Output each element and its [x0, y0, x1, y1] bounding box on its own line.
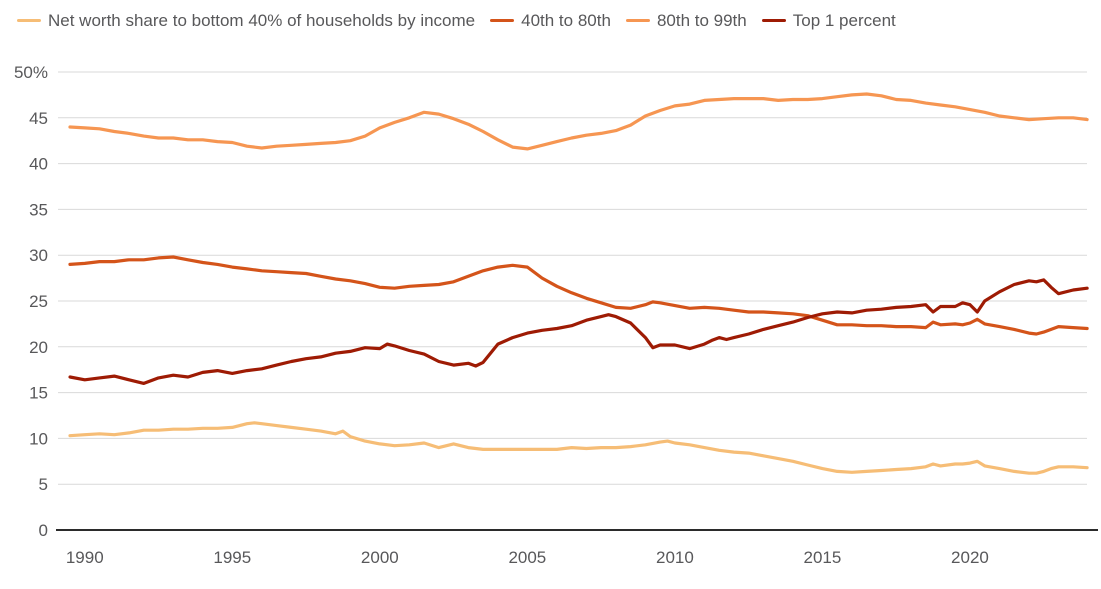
x-tick-label-2000: 2000: [361, 548, 399, 567]
legend-label: Top 1 percent: [792, 11, 896, 30]
x-tick-label-2010: 2010: [656, 548, 694, 567]
x-tick-label-1990: 1990: [66, 548, 104, 567]
series-line-2: [68, 92, 1089, 151]
y-tick-label-20: 20: [29, 338, 48, 357]
y-tick-label-50: 50%: [14, 63, 48, 82]
legend-label: 40th to 80th: [521, 11, 611, 30]
legend-swatch-icon: [490, 18, 515, 23]
legend-label: Net worth share to bottom 40% of househo…: [48, 11, 476, 30]
y-tick-label-15: 15: [29, 384, 48, 403]
series-line-3: [68, 278, 1089, 385]
y-tick-label-30: 30: [29, 246, 48, 265]
chart-legend: Net worth share to bottom 40% of househo…: [17, 10, 896, 31]
legend-swatch-icon: [17, 18, 41, 23]
y-tick-label-35: 35: [29, 200, 48, 219]
y-tick-label-10: 10: [29, 429, 48, 448]
x-tick-label-1995: 1995: [213, 548, 251, 567]
legend-item-1: 40th to 80th: [490, 10, 611, 31]
legend-swatch-icon: [625, 18, 650, 23]
legend-item-0: Net worth share to bottom 40% of househo…: [17, 10, 475, 31]
x-tick-label-2015: 2015: [804, 548, 842, 567]
legend-item-3: Top 1 percent: [761, 10, 896, 31]
y-tick-label-45: 45: [29, 109, 48, 128]
x-tick-label-2020: 2020: [951, 548, 989, 567]
y-tick-label-0: 0: [39, 521, 48, 540]
x-tick-label-2005: 2005: [508, 548, 546, 567]
series-line-1: [68, 255, 1089, 336]
y-tick-label-25: 25: [29, 292, 48, 311]
y-tick-label-5: 5: [39, 475, 48, 494]
legend-swatch-icon: [761, 18, 786, 23]
y-tick-label-40: 40: [29, 155, 48, 174]
series-line-0: [68, 421, 1089, 475]
legend-label: 80th to 99th: [656, 11, 747, 30]
legend-item-2: 80th to 99th: [625, 10, 747, 31]
